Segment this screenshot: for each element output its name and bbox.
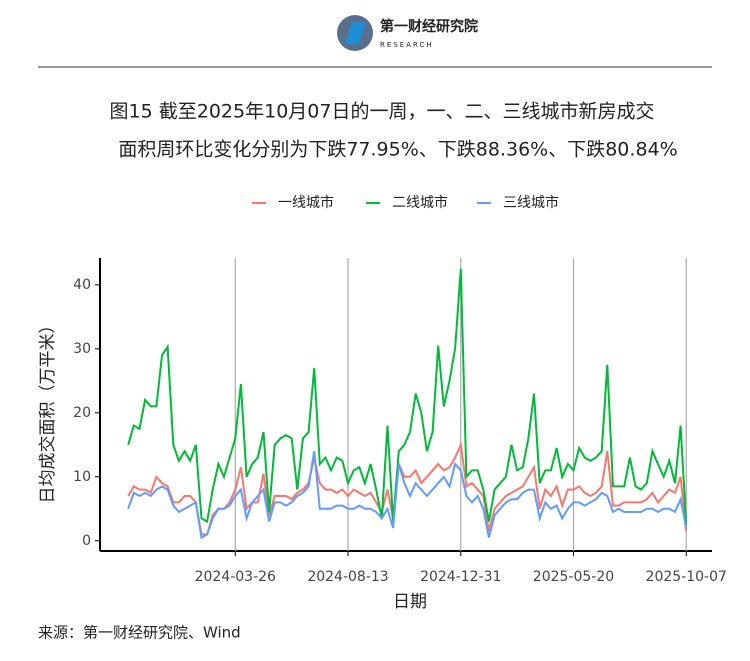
y-tick-label: 30: [73, 341, 91, 357]
logo-icon-mark: [345, 22, 366, 44]
x-tick-label: 2025-05-20: [533, 569, 614, 585]
logo: 第一财经研究院 RESEARCH: [337, 15, 478, 51]
chart-title: 图15 截至2025年10月07日的一周，一、二、三线城市新房成交: [110, 101, 655, 123]
legend-label: 三线城市: [503, 194, 559, 211]
x-tick-label: 2024-03-26: [195, 569, 276, 585]
legend-label: 一线城市: [278, 194, 334, 211]
x-axis-title: 日期: [393, 592, 427, 612]
series-line: [127, 268, 688, 525]
y-tick-label: 0: [82, 533, 91, 549]
x-tick-label: 2024-08-13: [307, 569, 388, 585]
logo-sub: RESEARCH: [380, 41, 434, 49]
logo-name: 第一财经研究院: [380, 18, 478, 35]
source-note: 来源：第一财经研究院、Wind: [38, 624, 241, 642]
x-tick-label: 2024-12-31: [420, 569, 501, 585]
series-line: [127, 451, 688, 540]
y-tick-label: 20: [73, 405, 91, 421]
y-axis-title: 日均成交面积（万平米）: [38, 317, 58, 504]
legend-label: 二线城市: [392, 194, 448, 211]
x-tick-label: 2025-10-07: [646, 569, 727, 585]
chart-title: 面积周环比变化分别为下跌77.95%、下跌88.36%、下跌80.84%: [118, 139, 677, 161]
y-tick-label: 10: [73, 469, 91, 485]
y-tick-label: 40: [73, 277, 91, 293]
